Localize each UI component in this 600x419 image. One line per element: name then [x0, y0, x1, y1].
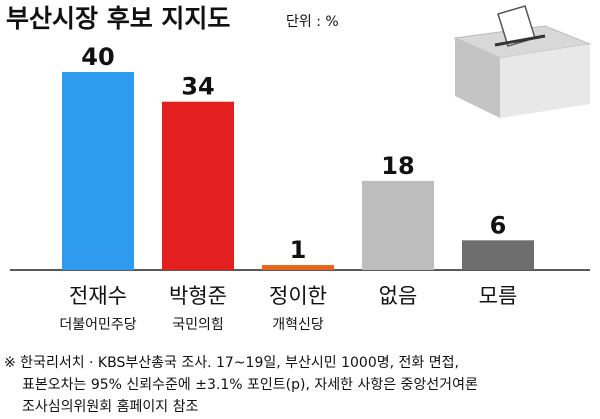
footnote: ※ 한국리서치 · KBS부산총국 조사. 17~19일, 부산시민 1000명…	[4, 355, 459, 371]
value-label: 18	[381, 152, 414, 180]
bar	[162, 101, 234, 270]
category-label: 전재수	[69, 284, 127, 308]
value-label: 40	[81, 43, 114, 71]
category-label: 모름	[479, 284, 518, 308]
category-label: 정이한	[269, 284, 327, 308]
footnote: 조사심의위원회 홈페이지 참조	[22, 399, 198, 415]
box-front	[500, 44, 590, 118]
value-label: 1	[290, 236, 307, 264]
value-label: 34	[181, 73, 214, 101]
category-label: 없음	[379, 284, 418, 308]
bar	[462, 240, 534, 270]
footnote: 표본오차는 95% 신뢰수준에 ±3.1% 포인트(p), 자세한 사항은 중앙…	[22, 377, 478, 393]
category-label: 박형준	[169, 284, 227, 308]
bar	[62, 72, 134, 270]
unit-label: 단위 : %	[286, 14, 339, 30]
party-label: 국민의힘	[172, 317, 224, 333]
box-side	[455, 38, 500, 118]
bar	[262, 265, 334, 270]
slot	[494, 34, 546, 47]
chart-title: 부산시장 후보 지지도	[6, 4, 230, 33]
value-label: 6	[490, 211, 507, 239]
ballot-box	[453, 5, 592, 118]
party-label: 더불어민주당	[59, 317, 136, 333]
party-label: 개혁신당	[272, 317, 324, 333]
bar	[362, 180, 434, 270]
